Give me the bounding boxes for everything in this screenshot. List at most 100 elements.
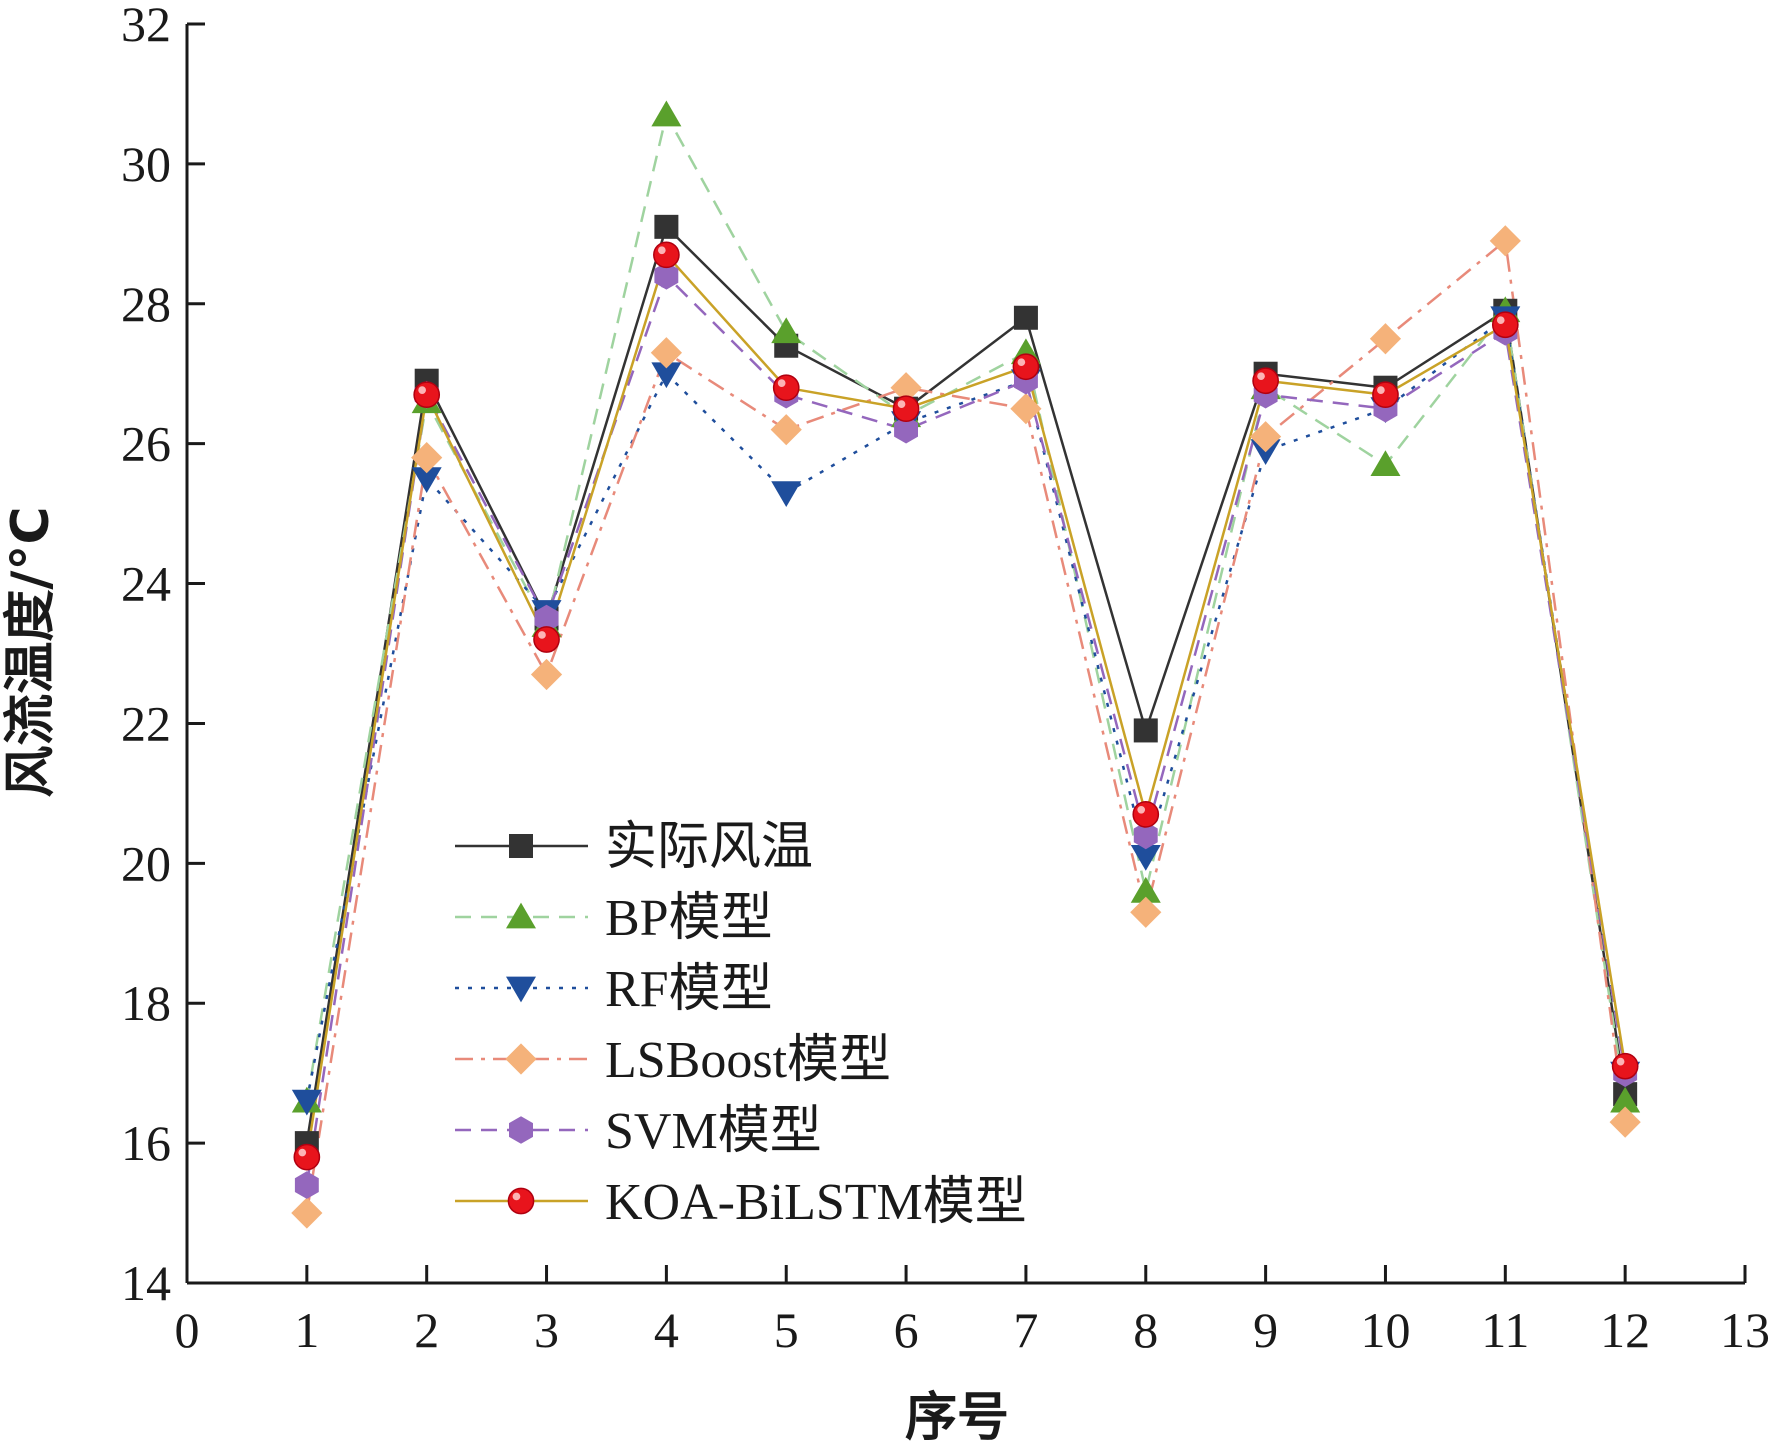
marker-body <box>772 374 800 402</box>
series-3-point-3 <box>650 337 682 369</box>
series-3-point-11 <box>1609 1106 1641 1138</box>
legend-label-3: LSBoost模型 <box>605 1032 891 1089</box>
series-1-point-7 <box>1130 876 1161 903</box>
series-5-point-3 <box>653 241 680 269</box>
series-2-point-7 <box>1130 844 1161 871</box>
series-5-point-6 <box>1012 353 1040 381</box>
x-tick-label: 6 <box>894 1302 919 1358</box>
y-tick-label: 26 <box>121 416 171 472</box>
marker-highlight <box>1257 372 1265 380</box>
series-3-point-7 <box>1130 896 1162 928</box>
marker-highlight <box>1377 386 1385 394</box>
marker-body <box>1012 353 1040 381</box>
legend-label-2: RF模型 <box>605 961 773 1018</box>
series-line-3 <box>305 239 1627 1214</box>
x-tick-label: 10 <box>1360 1302 1410 1358</box>
series-5-point-1 <box>413 381 441 409</box>
legend-marker-3 <box>505 1043 537 1075</box>
legend-marker-1 <box>506 902 536 929</box>
series-4-point-7 <box>1133 821 1158 850</box>
marker-highlight <box>418 386 426 394</box>
series-5-point-0 <box>293 1143 321 1171</box>
y-tick-label: 14 <box>121 1255 171 1311</box>
marker-body <box>1252 367 1279 395</box>
series-1-point-11 <box>1610 1086 1641 1113</box>
legend-marker-0 <box>509 834 533 858</box>
series-line-0 <box>305 225 1627 1144</box>
series-5-point-9 <box>1372 381 1399 409</box>
marker-highlight <box>897 400 906 408</box>
y-tick-label: 24 <box>121 556 171 612</box>
series-5-point-11 <box>1611 1052 1639 1080</box>
marker-body <box>892 395 920 423</box>
series-5-point-10 <box>1491 311 1519 339</box>
legend-label-1: BP模型 <box>605 890 773 947</box>
legend-marker-2 <box>506 976 536 1003</box>
legend-marker-5 <box>507 1187 535 1215</box>
series-lines <box>305 113 1627 1214</box>
marker-body <box>413 381 441 409</box>
series-3-point-1 <box>411 442 443 474</box>
series-4-point-3 <box>654 262 679 290</box>
y-tick-label: 28 <box>121 276 171 332</box>
legend-label-5: KOA-BiLSTM模型 <box>605 1174 1027 1231</box>
y-tick-label: 18 <box>121 975 171 1031</box>
series-line-2 <box>305 316 1627 1102</box>
series-5-point-2 <box>533 626 560 653</box>
series-1-point-9 <box>1370 450 1401 477</box>
marker-body <box>533 626 560 653</box>
series-2-point-1 <box>411 467 442 494</box>
series-5-point-7 <box>1132 801 1160 828</box>
series-0-point-7 <box>1133 718 1158 743</box>
legend-label-4: SVM模型 <box>605 1103 822 1160</box>
series-2-point-3 <box>651 362 682 389</box>
series-4-point-0 <box>294 1171 319 1199</box>
series-line-5 <box>305 253 1627 1158</box>
series-2-point-0 <box>291 1089 322 1116</box>
series-3-point-9 <box>1369 323 1402 355</box>
series-2-point-4 <box>771 481 802 508</box>
series-line-1 <box>305 113 1627 1102</box>
series-0-point-3 <box>654 214 679 239</box>
series-3-point-2 <box>530 658 563 691</box>
series-3-point-10 <box>1489 225 1521 257</box>
marker-highlight <box>538 631 546 639</box>
series-3-point-6 <box>1010 393 1042 425</box>
marker-body <box>1491 311 1519 339</box>
series-3-point-8 <box>1250 421 1282 453</box>
marker-body <box>507 1187 535 1215</box>
marker-highlight <box>1137 805 1146 814</box>
series-4-point-2 <box>534 604 559 633</box>
y-tick-label: 22 <box>121 695 171 751</box>
marker-body <box>1132 801 1160 828</box>
series-line-4 <box>305 274 1627 1186</box>
marker-body <box>293 1143 321 1171</box>
series-4-point-5 <box>894 415 918 444</box>
x-tick-label: 9 <box>1253 1302 1278 1358</box>
series-0-point-6 <box>1013 305 1038 330</box>
marker-highlight <box>657 246 666 255</box>
marker-body <box>653 241 680 269</box>
marker-highlight <box>777 379 786 387</box>
x-tick-label: 7 <box>1013 1302 1038 1358</box>
marker-highlight <box>298 1148 307 1157</box>
x-tick-label: 8 <box>1133 1302 1158 1358</box>
y-tick-label: 30 <box>121 136 171 192</box>
x-tick-label: 11 <box>1481 1302 1529 1358</box>
marker-highlight <box>1017 358 1026 367</box>
x-tick-label: 3 <box>534 1302 559 1358</box>
legend-marker-4 <box>509 1116 533 1144</box>
series-5-point-8 <box>1252 367 1279 395</box>
series-1-point-3 <box>651 100 682 127</box>
y-axis-title: 风流温度/°C <box>1 506 61 797</box>
x-tick-label: 0 <box>175 1302 200 1358</box>
y-tick-label: 32 <box>121 0 171 52</box>
marker-highlight <box>1616 1057 1625 1066</box>
marker-body <box>1372 381 1399 409</box>
x-tick-label: 1 <box>294 1302 319 1358</box>
series-5-point-5 <box>892 395 920 423</box>
series-3-point-5 <box>890 372 922 404</box>
x-axis-title: 序号 <box>905 1388 1009 1447</box>
